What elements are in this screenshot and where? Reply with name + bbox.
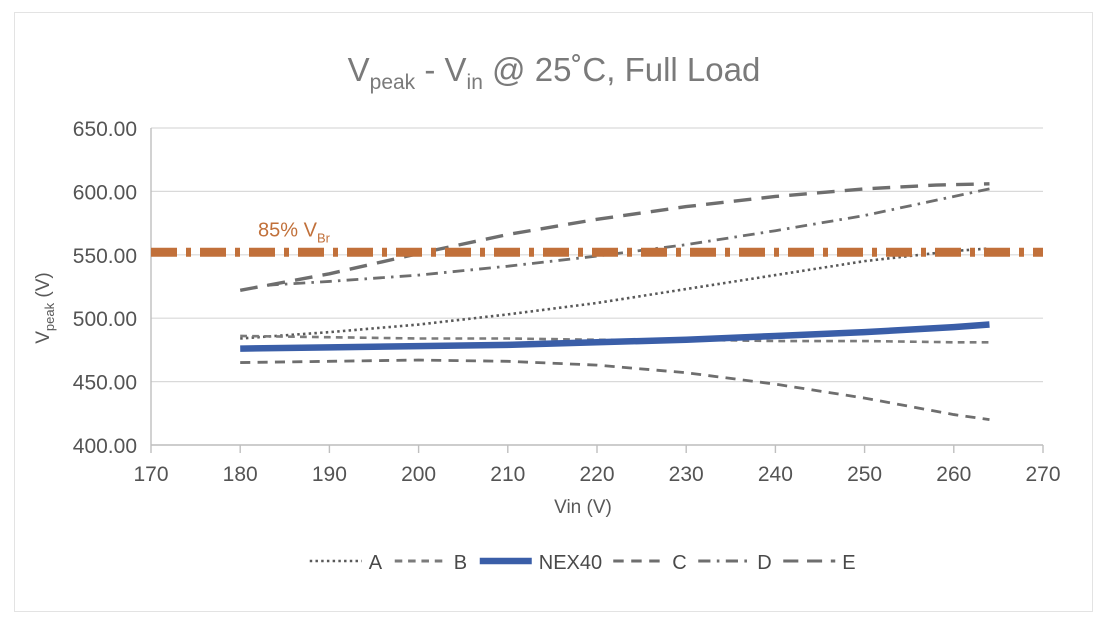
chart-svg: Vpeak - Vin @ 25˚C, Full Load Vpeak (V) … [33, 51, 1061, 574]
y-tick-label: 500.00 [73, 308, 137, 331]
x-tick-label: 210 [490, 463, 525, 486]
x-tick-label: 270 [1025, 463, 1060, 486]
threshold-line-group: 85% VBr [151, 219, 1043, 257]
x-tick-label: 240 [758, 463, 793, 486]
chart-title: Vpeak - Vin @ 25˚C, Full Load [348, 51, 761, 94]
y-tick-label: 600.00 [73, 181, 137, 204]
gridlines [151, 127, 1043, 446]
chart-card: Vpeak - Vin @ 25˚C, Full Load Vpeak (V) … [14, 12, 1093, 612]
y-tick-label: 450.00 [73, 372, 137, 395]
series-line-d [266, 187, 990, 287]
series-line-c [240, 358, 990, 422]
legend-label-a[interactable]: A [369, 552, 383, 574]
x-tick-label: 180 [223, 463, 258, 486]
axis-lines [150, 128, 1044, 453]
series-line-e [239, 182, 990, 292]
series-line-a [240, 247, 990, 340]
data-series-group [239, 182, 990, 422]
y-axis-tick-labels: 400.00 450.00 500.00 550.00 600.00 650.00 [73, 118, 137, 458]
legend-label-nex40[interactable]: NEX40 [539, 552, 602, 574]
legend-label-e[interactable]: E [842, 552, 855, 574]
x-axis-tick-labels: 170 180 190 200 210 220 230 240 250 260 270 [133, 463, 1060, 486]
legend-label-b[interactable]: B [454, 552, 467, 574]
threshold-label: 85% VBr [258, 219, 331, 245]
series-line-nex40 [240, 321, 990, 352]
chart-legend: A B NEX40 C D E [309, 552, 856, 574]
x-tick-label: 250 [847, 463, 882, 486]
x-tick-label: 260 [936, 463, 971, 486]
y-tick-label: 400.00 [73, 435, 137, 458]
x-tick-label: 190 [312, 463, 347, 486]
x-tick-label: 170 [133, 463, 168, 486]
x-tick-label: 200 [401, 463, 436, 486]
legend-label-c[interactable]: C [672, 552, 686, 574]
y-axis-title: Vpeak (V) [33, 272, 57, 344]
x-axis-title: Vin (V) [554, 497, 612, 518]
x-tick-label: 230 [669, 463, 704, 486]
x-tick-label: 220 [579, 463, 614, 486]
y-tick-label: 550.00 [73, 245, 137, 268]
legend-label-d[interactable]: D [757, 552, 771, 574]
y-tick-label: 650.00 [73, 118, 137, 141]
